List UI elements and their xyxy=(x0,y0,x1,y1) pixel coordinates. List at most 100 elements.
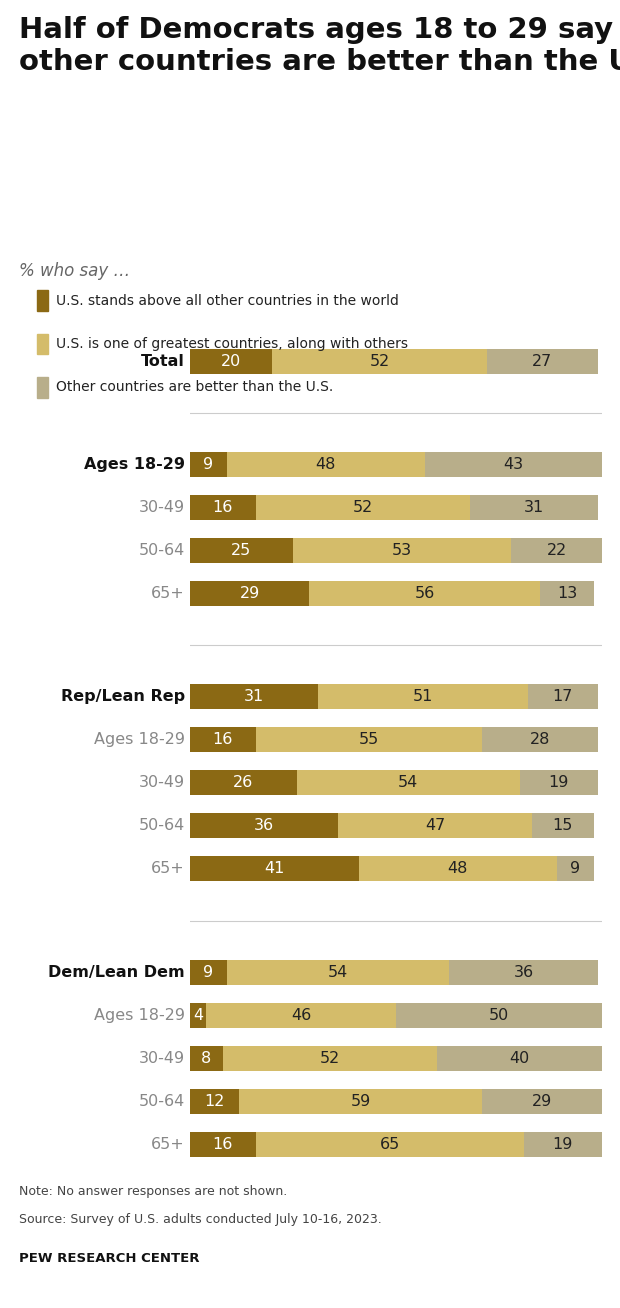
Text: 12: 12 xyxy=(204,1093,224,1109)
Text: 43: 43 xyxy=(503,456,523,472)
Text: 50-64: 50-64 xyxy=(138,543,185,559)
Text: 47: 47 xyxy=(425,819,445,833)
Text: 28: 28 xyxy=(530,732,551,747)
Bar xyxy=(190,1003,206,1028)
Text: 53: 53 xyxy=(392,543,412,559)
Text: Ages 18-29: Ages 18-29 xyxy=(94,1007,185,1023)
Text: 36: 36 xyxy=(254,819,274,833)
Bar xyxy=(190,1088,239,1114)
Text: 54: 54 xyxy=(398,776,419,790)
Text: 29: 29 xyxy=(532,1093,552,1109)
Text: 19: 19 xyxy=(552,1137,573,1152)
Text: 13: 13 xyxy=(557,586,577,600)
Bar xyxy=(470,494,598,521)
Text: 50: 50 xyxy=(489,1007,509,1023)
Bar xyxy=(359,857,557,882)
Text: 52: 52 xyxy=(370,353,389,369)
Bar xyxy=(255,727,482,752)
Text: 9: 9 xyxy=(570,862,580,876)
Bar xyxy=(206,1003,396,1028)
Text: 54: 54 xyxy=(328,965,348,980)
Bar xyxy=(190,453,227,477)
Text: 27: 27 xyxy=(532,353,552,369)
Bar xyxy=(190,857,359,882)
Text: 9: 9 xyxy=(203,456,213,472)
Bar xyxy=(272,349,487,374)
Text: % who say …: % who say … xyxy=(19,262,130,280)
Text: 55: 55 xyxy=(359,732,379,747)
Bar xyxy=(190,960,227,985)
Bar xyxy=(557,857,594,882)
Text: 52: 52 xyxy=(353,500,373,515)
Bar xyxy=(532,814,594,838)
Bar xyxy=(297,770,520,795)
Text: 52: 52 xyxy=(320,1050,340,1066)
Text: Dem/Lean Dem: Dem/Lean Dem xyxy=(48,965,185,980)
Bar xyxy=(190,494,255,521)
Text: 22: 22 xyxy=(547,543,567,559)
Text: 65+: 65+ xyxy=(151,586,185,600)
Bar xyxy=(338,814,532,838)
Text: 25: 25 xyxy=(231,543,251,559)
Text: 16: 16 xyxy=(213,732,233,747)
Text: 31: 31 xyxy=(524,500,544,515)
Bar xyxy=(190,814,338,838)
Text: 59: 59 xyxy=(351,1093,371,1109)
Bar xyxy=(309,581,540,606)
Bar xyxy=(190,1131,255,1156)
Text: 9: 9 xyxy=(203,965,213,980)
Bar xyxy=(482,727,598,752)
Bar xyxy=(227,960,450,985)
Bar xyxy=(450,960,598,985)
Bar xyxy=(540,581,594,606)
Bar xyxy=(190,538,293,562)
Bar xyxy=(437,1046,602,1071)
Text: 50-64: 50-64 xyxy=(138,819,185,833)
Text: Other countries are better than the U.S.: Other countries are better than the U.S. xyxy=(56,381,333,394)
Text: 36: 36 xyxy=(513,965,534,980)
Bar xyxy=(190,727,255,752)
Text: 48: 48 xyxy=(448,862,468,876)
Text: 16: 16 xyxy=(213,500,233,515)
Text: 15: 15 xyxy=(552,819,573,833)
Text: Source: Survey of U.S. adults conducted July 10-16, 2023.: Source: Survey of U.S. adults conducted … xyxy=(19,1213,381,1226)
Text: 8: 8 xyxy=(201,1050,211,1066)
Text: U.S. is one of greatest countries, along with others: U.S. is one of greatest countries, along… xyxy=(56,337,408,351)
Bar xyxy=(528,684,598,709)
Bar xyxy=(255,494,470,521)
Bar xyxy=(190,349,272,374)
Bar xyxy=(239,1088,482,1114)
Text: 41: 41 xyxy=(264,862,285,876)
Text: 40: 40 xyxy=(510,1050,529,1066)
Text: 46: 46 xyxy=(291,1007,311,1023)
Text: 50-64: 50-64 xyxy=(138,1093,185,1109)
Bar xyxy=(190,770,297,795)
Text: 17: 17 xyxy=(552,689,573,704)
Text: 20: 20 xyxy=(221,353,241,369)
Text: 56: 56 xyxy=(415,586,435,600)
Bar xyxy=(524,1131,602,1156)
Bar xyxy=(227,453,425,477)
Text: 51: 51 xyxy=(412,689,433,704)
Text: 16: 16 xyxy=(213,1137,233,1152)
Bar xyxy=(293,538,512,562)
Bar xyxy=(512,538,602,562)
Bar xyxy=(223,1046,437,1071)
Text: 30-49: 30-49 xyxy=(139,776,185,790)
Text: U.S. stands above all other countries in the world: U.S. stands above all other countries in… xyxy=(56,294,399,307)
Text: PEW RESEARCH CENTER: PEW RESEARCH CENTER xyxy=(19,1252,199,1265)
Bar xyxy=(190,1046,223,1071)
Text: Ages 18-29: Ages 18-29 xyxy=(84,456,185,472)
Bar xyxy=(487,349,598,374)
Bar xyxy=(190,684,317,709)
Text: Total: Total xyxy=(141,353,185,369)
Text: 29: 29 xyxy=(239,586,260,600)
Bar xyxy=(520,770,598,795)
Bar xyxy=(190,581,309,606)
Text: 65+: 65+ xyxy=(151,862,185,876)
Text: 65: 65 xyxy=(379,1137,400,1152)
Text: 31: 31 xyxy=(244,689,264,704)
Text: Ages 18-29: Ages 18-29 xyxy=(94,732,185,747)
Text: 30-49: 30-49 xyxy=(139,500,185,515)
Text: 4: 4 xyxy=(193,1007,203,1023)
